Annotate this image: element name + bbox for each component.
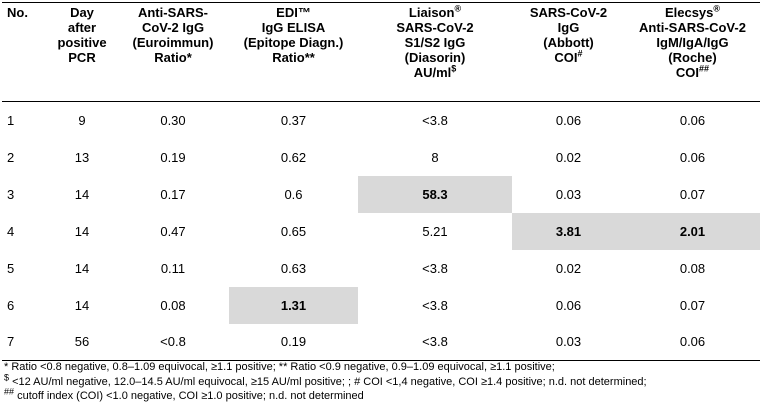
table-row: 6 14 0.08 1.31 <3.8 0.06 0.07 xyxy=(2,286,760,324)
table-row: 1 9 0.30 0.37 <3.8 0.06 0.06 xyxy=(2,102,760,139)
table-cell: 0.19 xyxy=(160,149,186,165)
column-header: Anti-SARS- CoV-2 IgG (Euroimmun) Ratio* xyxy=(117,2,229,102)
column-header-line: Ratio** xyxy=(272,50,315,65)
footnote-line: ## cutoff index (COI) <1.0 negative, COI… xyxy=(4,386,364,402)
table-cell: 5.21 xyxy=(422,223,448,239)
table-cell: 58.3 xyxy=(358,175,512,213)
table-cell: 56 xyxy=(47,323,117,361)
table-body: 1 9 0.30 0.37 <3.8 0.06 0.06 2 13 0.19 0.62 8 0.02 0.… xyxy=(2,102,760,361)
column-header-line: IgM/IgA/IgG xyxy=(656,35,729,50)
column-header-line: Anti-SARS- xyxy=(137,5,209,20)
table-row: 4 14 0.47 0.65 5.21 3.81 2.01 xyxy=(2,212,760,250)
column-header-line: S1/S2 IgG xyxy=(404,35,466,50)
table-cell: 0.11 xyxy=(160,260,186,276)
table-cell: <3.8 xyxy=(422,297,448,313)
column-header: Day after positive PCR xyxy=(47,2,117,102)
table-cell: 14 xyxy=(74,186,90,202)
table-cell: 0.07 xyxy=(679,186,706,202)
row-number-cell: 5 xyxy=(7,260,15,276)
column-header: Liaison® SARS-CoV-2 S1/S2 IgG (Diasorin) AU/… xyxy=(358,2,512,102)
table-cell: <3.8 xyxy=(358,323,512,361)
table-cell: 0.62 xyxy=(280,149,307,165)
table-cell: 13 xyxy=(74,149,90,165)
table-cell: 0.17 xyxy=(160,186,186,202)
table-cell: 3.81 xyxy=(512,212,625,250)
header-row: No. Day after positive PCR Anti-SARS- CoV-2 Ig… xyxy=(2,2,760,102)
column-header-line: (Epitope Diagn.) xyxy=(243,35,344,50)
table-cell: 0.65 xyxy=(280,223,307,239)
column-header-line: PCR xyxy=(68,50,96,65)
table-cell: 0.06 xyxy=(555,112,582,128)
column-header-line: Liaison® xyxy=(408,3,462,20)
column-header-line: positive xyxy=(57,35,107,50)
footnote-line: * Ratio <0.8 negative, 0.8–1.09 equivoca… xyxy=(4,361,555,373)
column-header-line: after xyxy=(67,20,97,35)
row-number-cell: 7 xyxy=(2,323,47,361)
column-header-line: IgG ELISA xyxy=(261,20,326,35)
table-cell: 0.06 xyxy=(679,149,706,165)
table-cell: 1.31 xyxy=(229,286,358,324)
table-cell: 0.6 xyxy=(284,186,303,202)
column-header-line: Ratio* xyxy=(154,50,192,65)
table-cell: 0.03 xyxy=(512,323,625,361)
column-header-line: SARS-CoV-2 xyxy=(396,20,474,35)
column-header: Elecsys® Anti-SARS-CoV-2 IgM/IgA/IgG (Roche… xyxy=(625,2,760,102)
column-header-line: SARS-CoV-2 xyxy=(529,5,608,20)
table-cell: <3.8 xyxy=(422,112,448,128)
table-cell: <0.8 xyxy=(117,323,229,361)
column-header-line: EDI™ xyxy=(276,5,311,20)
results-table: No. Day after positive PCR Anti-SARS- CoV-2 Ig… xyxy=(2,2,760,361)
row-number-cell: 2 xyxy=(7,149,15,165)
table-cell: 0.37 xyxy=(280,112,307,128)
column-header: SARS-CoV-2 IgG (Abbott) COI# xyxy=(512,2,625,102)
table-cell: 14 xyxy=(74,297,90,313)
row-number-cell: 4 xyxy=(7,223,15,239)
row-number-cell: 3 xyxy=(7,186,15,202)
column-header-line: AU/ml$ xyxy=(413,63,457,80)
table-cell: 2.01 xyxy=(625,212,760,250)
column-header-line: Anti-SARS-CoV-2 xyxy=(639,20,746,35)
table-cell: 0.08 xyxy=(679,260,706,276)
footnote-line: $ <12 AU/ml negative, 12.0–14.5 AU/ml eq… xyxy=(4,371,647,388)
table-cell: 0.03 xyxy=(555,186,582,202)
table-row: 2 13 0.19 0.62 8 0.02 0.06 xyxy=(2,139,760,176)
table-cell: 0.63 xyxy=(280,260,307,276)
column-header-line: (Abbott) xyxy=(543,35,594,50)
table-cell: 0.30 xyxy=(160,112,186,128)
table-cell: 0.02 xyxy=(555,149,582,165)
column-header-line: COI## xyxy=(675,63,710,80)
footnotes: * Ratio <0.8 negative, 0.8–1.09 equivoca… xyxy=(4,360,647,404)
table-cell: 9 xyxy=(78,112,86,128)
table-cell: 14 xyxy=(74,223,90,239)
column-header-line: IgG xyxy=(557,20,580,35)
column-header-line: (Euroimmun) xyxy=(132,35,214,50)
table-row: 7 56 <0.8 0.19 <3.8 0.03 0.06 xyxy=(2,323,760,361)
column-header-line: COI# xyxy=(554,48,583,65)
column-header: EDI™ IgG ELISA (Epitope Diagn.) Ratio** xyxy=(229,2,358,102)
table-cell: 0.07 xyxy=(679,297,706,313)
table-cell: 0.19 xyxy=(229,323,358,361)
row-number-cell: 1 xyxy=(7,112,15,128)
column-header-line: (Diasorin) xyxy=(404,50,466,65)
column-header-line: Day xyxy=(70,5,94,20)
table-row: 3 14 0.17 0.6 58.3 0.03 0.07 xyxy=(2,175,760,213)
table-cell: 0.06 xyxy=(555,297,582,313)
column-header-line: (Roche) xyxy=(668,50,717,65)
table-cell: <3.8 xyxy=(422,260,448,276)
row-number-cell: 6 xyxy=(7,297,15,313)
table-cell: 0.06 xyxy=(679,112,706,128)
table-cell: 0.06 xyxy=(625,323,760,361)
table-cell: 0.08 xyxy=(160,297,186,313)
column-header-line: No. xyxy=(7,5,28,20)
table-cell: 0.02 xyxy=(555,260,582,276)
column-header: No. xyxy=(2,2,47,102)
table-cell: 8 xyxy=(431,149,439,165)
table-cell: 14 xyxy=(74,260,90,276)
column-header-line: CoV-2 IgG xyxy=(141,20,205,35)
table-row: 5 14 0.11 0.63 <3.8 0.02 0.08 xyxy=(2,250,760,287)
table-cell: 0.47 xyxy=(160,223,186,239)
column-header-line: Elecsys® xyxy=(664,3,721,20)
